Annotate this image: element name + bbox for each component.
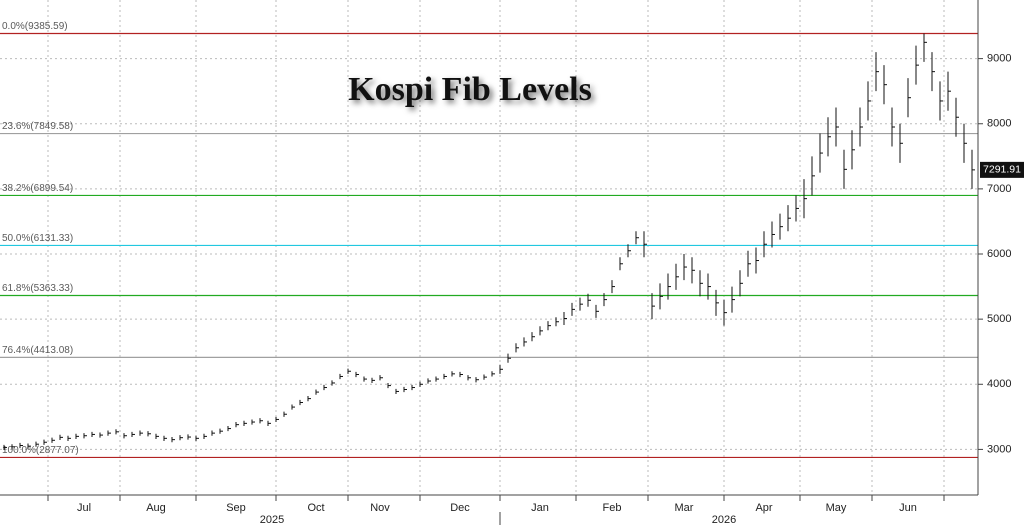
fib-level-label: 76.4%(4413.08) — [2, 345, 73, 356]
x-tick-label: Apr — [755, 502, 772, 514]
y-tick-label: 6000 — [987, 248, 1011, 260]
fib-level-label: 100.0%(2877.07) — [2, 445, 79, 456]
x-tick-label: Aug — [146, 502, 166, 514]
x-tick-label: Nov — [370, 502, 390, 514]
y-tick-label: 7000 — [987, 183, 1011, 195]
x-tick-label: Dec — [450, 502, 470, 514]
x-group-label: 2025 — [260, 514, 284, 525]
fib-level-label: 61.8%(5363.33) — [2, 283, 73, 294]
x-tick-label: May — [826, 502, 847, 514]
x-tick-label: Oct — [307, 502, 324, 514]
x-tick-label: Jan — [531, 502, 549, 514]
x-tick-label: Feb — [603, 502, 622, 514]
last-price-label: 7291.91 — [983, 164, 1021, 176]
x-group-label: 2026 — [712, 514, 736, 525]
fib-level-label: 38.2%(6899.54) — [2, 183, 73, 194]
chart-title: Kospi Fib Levels — [348, 71, 592, 108]
y-tick-label: 8000 — [987, 118, 1011, 130]
fib-level-label: 23.6%(7849.58) — [2, 121, 73, 132]
y-tick-label: 5000 — [987, 313, 1011, 325]
y-tick-label: 9000 — [987, 53, 1011, 65]
x-tick-label: Jun — [899, 502, 917, 514]
y-tick-label: 3000 — [987, 443, 1011, 455]
fib-level-label: 0.0%(9385.59) — [2, 21, 68, 32]
last-price-box — [980, 161, 1024, 178]
x-tick-label: Jul — [77, 502, 91, 514]
fib-level-label: 50.0%(6131.33) — [2, 233, 73, 244]
x-tick-label: Sep — [226, 502, 246, 514]
x-tick-label: Mar — [675, 502, 694, 514]
y-tick-label: 4000 — [987, 378, 1011, 390]
